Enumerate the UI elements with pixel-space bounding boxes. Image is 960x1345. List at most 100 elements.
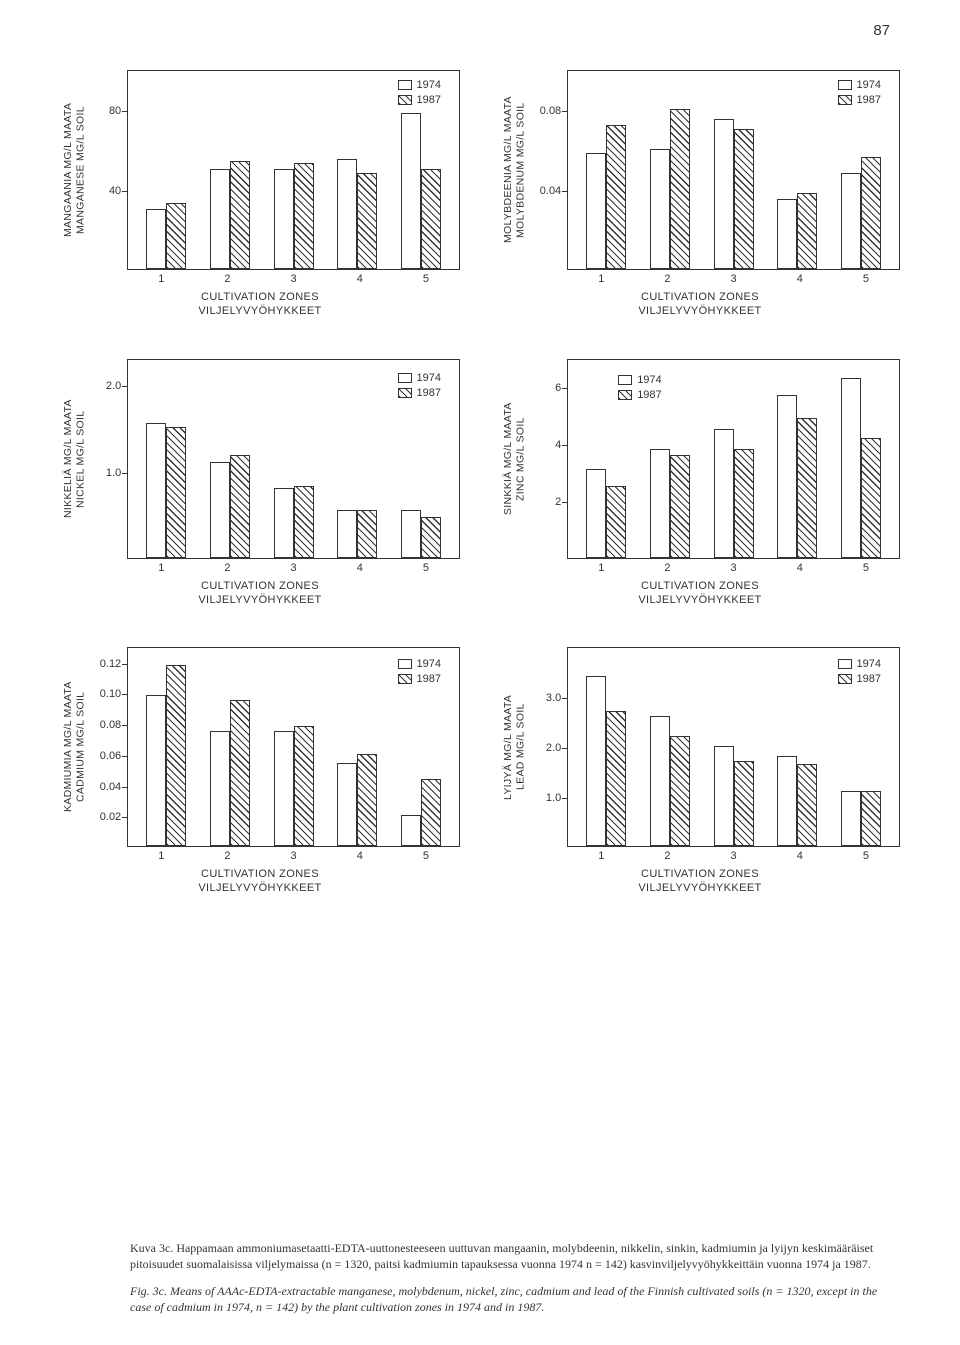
bar-group	[210, 700, 250, 846]
bar-1987	[357, 510, 377, 558]
bar-1987	[421, 517, 441, 558]
bar-group	[586, 469, 626, 558]
legend-swatch-1974	[838, 80, 852, 90]
legend-swatch-1974	[618, 375, 632, 385]
bar-group	[274, 726, 314, 846]
legend-swatch-1987	[838, 674, 852, 684]
legend-swatch-1987	[618, 390, 632, 400]
xtick-label: 4	[797, 562, 803, 574]
x-axis-label: CULTIVATION ZONESVILJELYVYÖHYKKEET	[500, 290, 900, 319]
bar-group	[210, 455, 250, 558]
y-axis-label: MANGAANIA MG/L MAATAMANGANESE MG/L SOIL	[60, 70, 89, 270]
bar-1974	[210, 731, 230, 846]
bar-group	[210, 161, 250, 269]
ytick-label: 2.0	[546, 742, 561, 754]
ytick-label: 6	[555, 382, 561, 394]
charts-grid: MANGAANIA MG/L MAATAMANGANESE MG/L SOIL 4…	[60, 70, 900, 936]
bar-1987	[861, 791, 881, 846]
ytick-label: 1.0	[106, 467, 121, 479]
legend: 19741987	[398, 658, 441, 685]
legend: 19741987	[838, 658, 881, 685]
legend-label-1974: 1974	[857, 658, 881, 670]
y-axis-label: NIKKELIÄ MG/L MAATANICKEL MG/L SOIL	[60, 359, 89, 559]
ytick-label: 3.0	[546, 692, 561, 704]
caption-fi: Kuva 3c. Happamaan ammoniumasetaatti-EDT…	[130, 1240, 890, 1272]
ytick-label: 2.0	[106, 380, 121, 392]
xtick-label: 3	[291, 273, 297, 285]
bar-1974	[777, 199, 797, 269]
chart-row: KADMIUMIA MG/L MAATACADMIUM MG/L SOIL 0.0…	[60, 647, 900, 896]
legend-label-1974: 1974	[637, 374, 661, 386]
legend-label-1974: 1974	[417, 79, 441, 91]
chart-panel-zn: SINKKIÄ MG/L MAATAZINC MG/L SOIL24612345…	[500, 359, 900, 608]
ytick-label: 0.04	[540, 185, 561, 197]
bar-1974	[841, 173, 861, 269]
plot-area: 1.02.01234519741987	[127, 359, 460, 559]
y-axis-label: SINKKIÄ MG/L MAATAZINC MG/L SOIL	[500, 359, 529, 559]
bar-group	[274, 486, 314, 557]
bar-1974	[274, 169, 294, 269]
legend-label-1987: 1987	[637, 389, 661, 401]
bar-group	[777, 193, 817, 269]
xtick-label: 1	[158, 562, 164, 574]
legend-label-1974: 1974	[857, 79, 881, 91]
bar-group	[274, 163, 314, 269]
bar-1974	[401, 113, 421, 269]
legend-label-1974: 1974	[417, 372, 441, 384]
bar-1987	[166, 427, 186, 557]
xtick-label: 2	[224, 850, 230, 862]
ytick-label: 0.08	[100, 719, 121, 731]
bar-1987	[606, 125, 626, 269]
bar-1974	[146, 423, 166, 558]
xtick-label: 2	[664, 273, 670, 285]
xtick-label: 4	[797, 850, 803, 862]
bar-1987	[357, 754, 377, 846]
legend-swatch-1974	[398, 373, 412, 383]
chart-panel-mo: MOLYBDEENIA MG/L MAATAMOLYBDENUM MG/L SO…	[500, 70, 900, 319]
bar-1974	[146, 209, 166, 269]
y-axis-label: KADMIUMIA MG/L MAATACADMIUM MG/L SOIL	[60, 647, 89, 847]
legend-swatch-1987	[398, 388, 412, 398]
bar-1987	[734, 761, 754, 846]
bar-1987	[421, 169, 441, 269]
xtick-label: 5	[863, 273, 869, 285]
legend-label-1974: 1974	[417, 658, 441, 670]
xtick-label: 5	[863, 850, 869, 862]
xtick-label: 1	[158, 273, 164, 285]
bar-1974	[714, 746, 734, 846]
bar-group	[777, 395, 817, 558]
bar-1974	[777, 756, 797, 846]
xtick-label: 5	[423, 562, 429, 574]
bar-1974	[401, 815, 421, 846]
y-axis-label: LYIJYÄ MG/L MAATALEAD MG/L SOIL	[500, 647, 529, 847]
bar-1974	[337, 510, 357, 558]
bar-1974	[586, 469, 606, 558]
bar-group	[586, 125, 626, 269]
bar-1987	[606, 486, 626, 557]
chart-panel-ni: NIKKELIÄ MG/L MAATANICKEL MG/L SOIL1.02.…	[60, 359, 460, 608]
legend-label-1987: 1987	[857, 94, 881, 106]
legend: 1974 1987	[618, 374, 661, 401]
xtick-label: 5	[863, 562, 869, 574]
ytick-label: 0.08	[540, 105, 561, 117]
bar-group	[401, 113, 441, 269]
bar-1987	[670, 109, 690, 269]
page: 87 MANGAANIA MG/L MAATAMANGANESE MG/L SO…	[0, 0, 960, 1345]
bar-1974	[714, 429, 734, 558]
bar-1987	[797, 764, 817, 847]
bar-1987	[670, 455, 690, 558]
x-axis-label: CULTIVATION ZONESVILJELYVYÖHYKKEET	[60, 579, 460, 608]
ytick-label: 0.10	[100, 688, 121, 700]
bar-group	[146, 423, 186, 558]
ytick-label: 0.06	[100, 750, 121, 762]
ytick-label: 1.0	[546, 792, 561, 804]
bar-group	[841, 378, 881, 558]
bar-1987	[230, 161, 250, 269]
plot-area: 2461234519741987	[567, 359, 900, 559]
x-axis-label: CULTIVATION ZONESVILJELYVYÖHYKKEET	[60, 290, 460, 319]
bar-group	[714, 746, 754, 846]
xtick-label: 1	[598, 850, 604, 862]
bar-1987	[294, 486, 314, 557]
legend-swatch-1974	[838, 659, 852, 669]
bar-group	[146, 203, 186, 269]
